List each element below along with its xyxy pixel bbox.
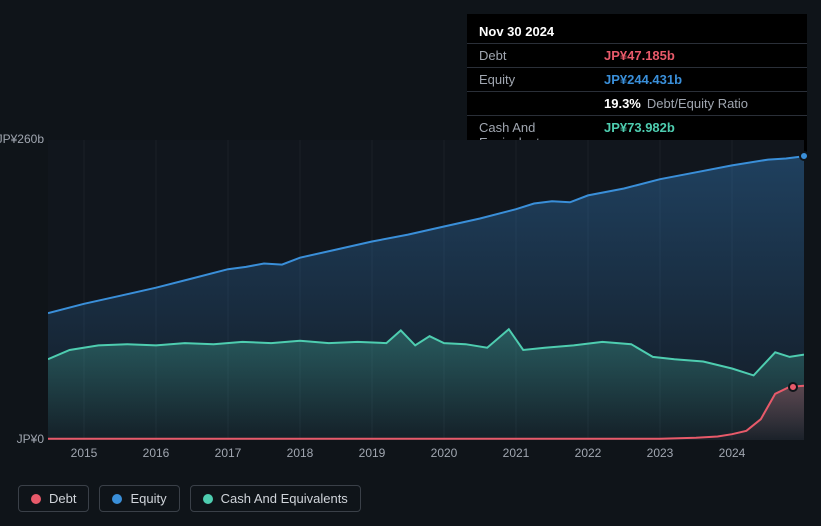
chart-plot[interactable] bbox=[48, 140, 804, 440]
legend-label: Cash And Equivalents bbox=[221, 491, 348, 506]
tooltip-row-label: Equity bbox=[479, 72, 604, 87]
legend-dot-icon bbox=[31, 494, 41, 504]
tooltip-row: DebtJP¥47.185b bbox=[467, 43, 807, 67]
legend-label: Equity bbox=[130, 491, 166, 506]
chart-legend: Debt Equity Cash And Equivalents bbox=[18, 485, 361, 512]
x-axis-label: 2022 bbox=[575, 446, 602, 460]
series-marker-equity bbox=[799, 151, 809, 161]
legend-dot-icon bbox=[203, 494, 213, 504]
x-axis-label: 2023 bbox=[647, 446, 674, 460]
legend-label: Debt bbox=[49, 491, 76, 506]
x-axis-label: 2019 bbox=[359, 446, 386, 460]
tooltip-row-value: JP¥244.431b bbox=[604, 72, 682, 87]
tooltip-row: 19.3% Debt/Equity Ratio bbox=[467, 91, 807, 115]
x-axis-label: 2020 bbox=[431, 446, 458, 460]
tooltip-date: Nov 30 2024 bbox=[467, 20, 807, 43]
y-axis-label: JP¥260b bbox=[0, 132, 44, 146]
tooltip-row: EquityJP¥244.431b bbox=[467, 67, 807, 91]
chart-area: 2015 2016 2017 2018 2019 2020 2021 2022 2023 2024… bbox=[18, 118, 804, 468]
legend-item-cash[interactable]: Cash And Equivalents bbox=[190, 485, 361, 512]
y-axis-label: JP¥0 bbox=[17, 432, 44, 446]
legend-item-equity[interactable]: Equity bbox=[99, 485, 179, 512]
tooltip-row-label: Debt bbox=[479, 48, 604, 63]
x-axis-label: 2024 bbox=[719, 446, 746, 460]
chart-container: Nov 30 2024 DebtJP¥47.185bEquityJP¥244.4… bbox=[0, 0, 821, 526]
x-axis-label: 2017 bbox=[215, 446, 242, 460]
x-axis-label: 2015 bbox=[71, 446, 98, 460]
series-marker-debt bbox=[788, 382, 798, 392]
tooltip-row-value: JP¥47.185b bbox=[604, 48, 675, 63]
x-axis-label: 2018 bbox=[287, 446, 314, 460]
tooltip-row-value: 19.3% bbox=[604, 96, 641, 111]
x-axis-label: 2021 bbox=[503, 446, 530, 460]
tooltip-row-extra: Debt/Equity Ratio bbox=[647, 96, 748, 111]
x-axis-label: 2016 bbox=[143, 446, 170, 460]
legend-dot-icon bbox=[112, 494, 122, 504]
legend-item-debt[interactable]: Debt bbox=[18, 485, 89, 512]
x-axis-labels: 2015 2016 2017 2018 2019 2020 2021 2022 2023 2024 bbox=[48, 446, 804, 464]
